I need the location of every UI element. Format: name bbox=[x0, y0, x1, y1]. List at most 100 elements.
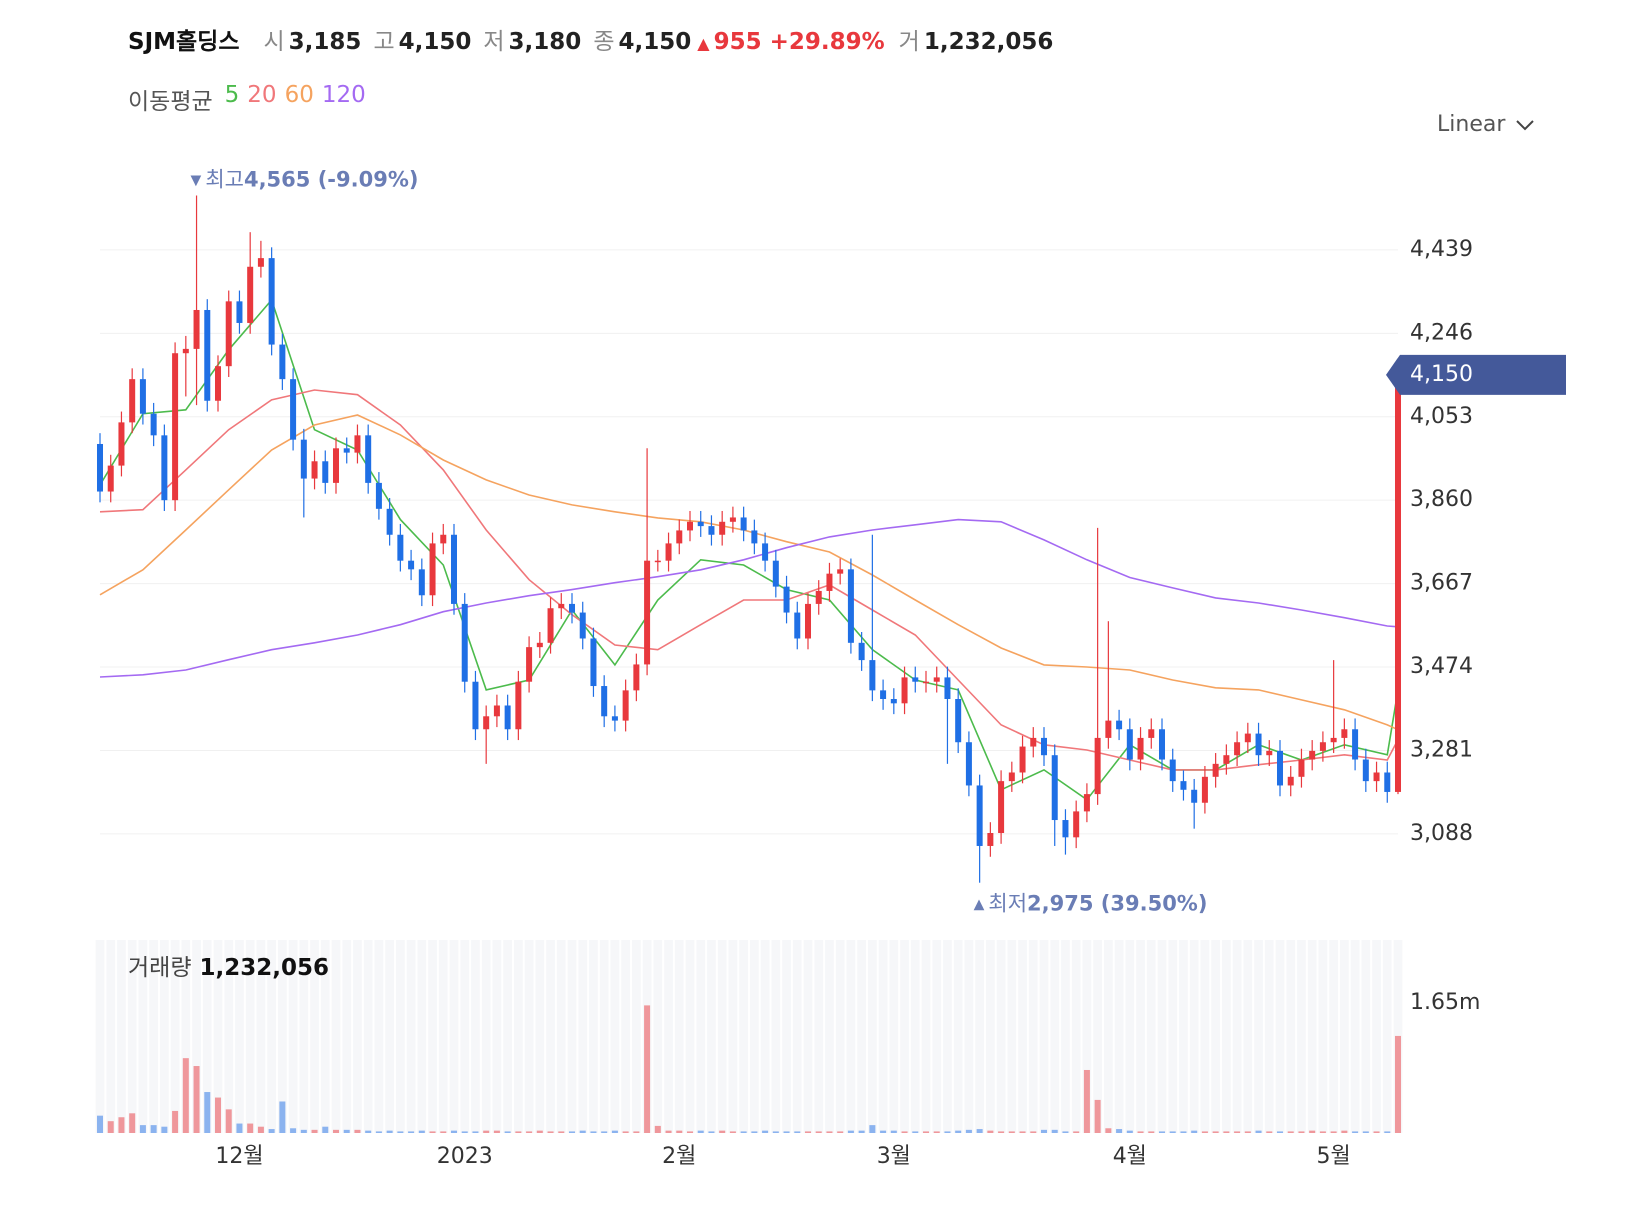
volume-stripe bbox=[1329, 940, 1338, 1133]
candle-body bbox=[590, 638, 597, 687]
volume-stripe bbox=[1028, 940, 1038, 1133]
volume-stripe bbox=[717, 940, 727, 1133]
volume-bar bbox=[311, 1129, 318, 1133]
volume-stripe bbox=[578, 940, 588, 1133]
volume-bar bbox=[504, 1131, 511, 1133]
volume-bar bbox=[987, 1130, 994, 1133]
volume-stripe bbox=[685, 940, 695, 1133]
candle-body bbox=[558, 603, 565, 609]
volume-stripe bbox=[621, 940, 630, 1133]
volume-stripe bbox=[1200, 940, 1210, 1133]
candle-body bbox=[397, 534, 404, 561]
volume-stripe bbox=[1136, 940, 1145, 1133]
volume-stripe bbox=[1372, 940, 1381, 1133]
moving-average-line bbox=[99, 414, 1399, 731]
candle-body bbox=[922, 681, 930, 684]
candle-body bbox=[912, 677, 919, 682]
volume-bar bbox=[150, 1125, 157, 1133]
candle-body bbox=[386, 508, 393, 535]
candle-body bbox=[837, 569, 844, 574]
candle-body bbox=[129, 379, 136, 423]
volume-stripe bbox=[825, 940, 834, 1133]
volume-bar bbox=[1030, 1131, 1037, 1133]
scale-mode[interactable]: Linear bbox=[1437, 112, 1506, 137]
volume-stripe bbox=[374, 940, 384, 1133]
candle-body bbox=[826, 573, 833, 591]
volume-stripe bbox=[1125, 940, 1135, 1133]
candle-body bbox=[622, 690, 629, 721]
candle-body bbox=[1116, 720, 1123, 730]
volume-bar bbox=[1362, 1131, 1369, 1133]
candle-body bbox=[429, 543, 436, 596]
volume-bar bbox=[622, 1131, 629, 1133]
volume-stripe bbox=[910, 940, 920, 1133]
volume-bar bbox=[1083, 1069, 1090, 1133]
scale-selector[interactable]: Linear bbox=[1437, 112, 1535, 137]
volume-stripe bbox=[556, 940, 566, 1133]
candle-body bbox=[783, 586, 790, 613]
volume-stripe bbox=[803, 940, 813, 1133]
volume-stripe bbox=[975, 940, 984, 1133]
candle-body bbox=[976, 785, 983, 846]
volume-bar bbox=[772, 1131, 779, 1133]
candle-body bbox=[1019, 746, 1026, 773]
volume-stripe bbox=[417, 940, 427, 1133]
volume-stripe bbox=[1146, 940, 1156, 1133]
candle-body bbox=[708, 526, 715, 535]
candle-body bbox=[257, 258, 264, 267]
volume-bar bbox=[933, 1131, 940, 1133]
volume-bar bbox=[1319, 1131, 1326, 1133]
candle-body bbox=[526, 647, 533, 682]
volume-bar bbox=[472, 1131, 479, 1133]
candle-body bbox=[1008, 772, 1015, 782]
volume-bar bbox=[1116, 1129, 1123, 1133]
y-tick-label: 3,474 bbox=[1410, 654, 1473, 679]
volume-stripe bbox=[363, 940, 373, 1133]
volume-stripe bbox=[471, 940, 480, 1133]
candle-body bbox=[322, 461, 329, 483]
volume-bar bbox=[944, 1131, 951, 1133]
volume-stripe bbox=[792, 940, 802, 1133]
candle-body bbox=[729, 517, 736, 522]
candle-body bbox=[236, 301, 243, 323]
volume-bar bbox=[1019, 1131, 1026, 1133]
extreme-label: ▼ 최고4,565 (-9.09%) bbox=[191, 167, 419, 191]
candle-body bbox=[740, 517, 747, 531]
up-arrow: ▲ bbox=[697, 34, 710, 53]
volume-stripe bbox=[567, 940, 577, 1133]
candle-body bbox=[1287, 776, 1294, 786]
candle-body bbox=[536, 642, 543, 648]
volume-stripe bbox=[1039, 940, 1049, 1133]
volume-bar bbox=[922, 1131, 930, 1133]
candle-body bbox=[772, 560, 779, 587]
volume-stripe bbox=[353, 940, 362, 1133]
volume-bar bbox=[1201, 1131, 1208, 1133]
volume-title-label: 거래량 bbox=[128, 955, 191, 981]
volume-bar bbox=[633, 1131, 640, 1133]
volume-stripe bbox=[589, 940, 598, 1133]
volume-stripe bbox=[1307, 940, 1317, 1133]
candle-body bbox=[1223, 755, 1230, 764]
volume-bar bbox=[1234, 1131, 1241, 1133]
candle-body bbox=[1309, 750, 1316, 760]
volume-stripe bbox=[160, 940, 169, 1133]
volume-bar bbox=[182, 1058, 189, 1133]
volume-stripe bbox=[996, 940, 1006, 1133]
volume-bar bbox=[601, 1131, 608, 1133]
volume-bar bbox=[611, 1130, 618, 1133]
change-pct: +29.89% bbox=[769, 29, 885, 55]
volume-stripe bbox=[1264, 940, 1274, 1133]
volume-stripe bbox=[728, 940, 738, 1133]
candle-body bbox=[611, 716, 618, 721]
candle-body bbox=[354, 435, 361, 453]
candle-body bbox=[461, 603, 468, 682]
candle-body bbox=[1030, 737, 1037, 747]
volume-bar bbox=[847, 1130, 854, 1133]
volume-bar bbox=[740, 1131, 747, 1133]
volume-bar bbox=[697, 1130, 704, 1133]
volume-stripe bbox=[535, 940, 545, 1133]
candle-body bbox=[1083, 794, 1090, 812]
volume-stripe bbox=[814, 940, 824, 1133]
candle-body bbox=[161, 435, 168, 501]
volume-bar bbox=[536, 1130, 543, 1133]
